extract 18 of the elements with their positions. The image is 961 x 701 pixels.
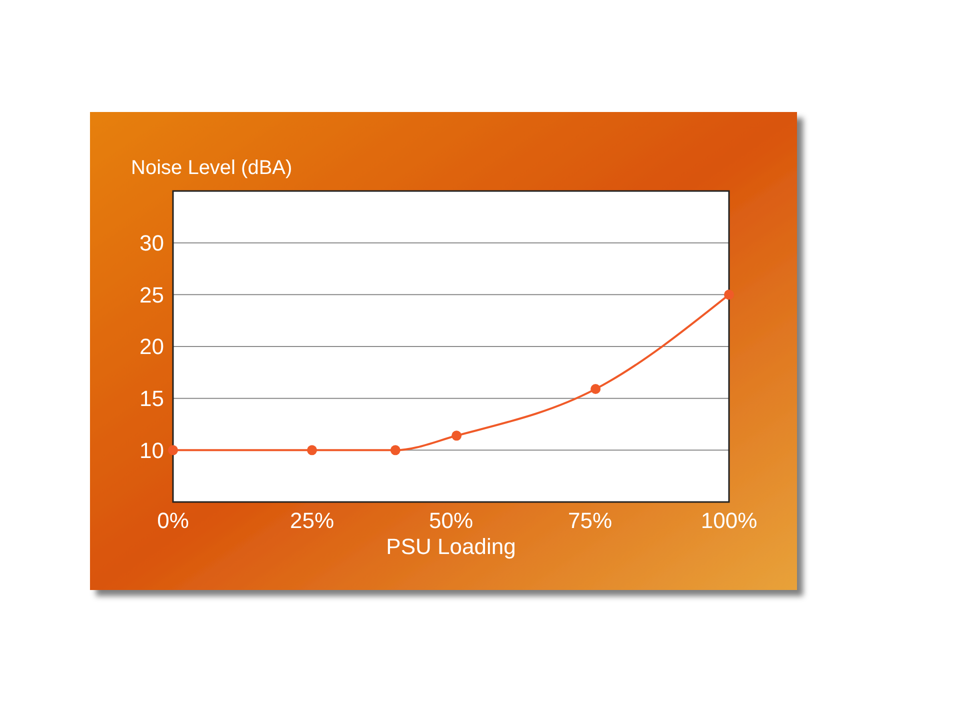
point (168, 445, 178, 456)
point (307, 445, 317, 456)
point (724, 290, 734, 300)
y-axis-title: Noise Level (dBA) (131, 157, 292, 179)
x-tick-label: 0% (157, 508, 189, 533)
x-tick-label: 25% (290, 508, 334, 533)
y-tick-label: 10 (140, 438, 164, 463)
point (390, 445, 400, 456)
point (452, 430, 462, 441)
x-tick-label: 100% (700, 508, 758, 533)
y-tick-label: 15 (140, 386, 164, 412)
point (590, 384, 601, 394)
y-tick-label: 25 (140, 282, 164, 308)
x-tick-label: 50% (428, 508, 474, 533)
y-tick-label: 30 (140, 230, 164, 256)
x-axis-title: PSU Loading (386, 534, 516, 559)
x-tick-label: 75% (568, 508, 612, 533)
y-tick-label: 20 (140, 334, 164, 360)
